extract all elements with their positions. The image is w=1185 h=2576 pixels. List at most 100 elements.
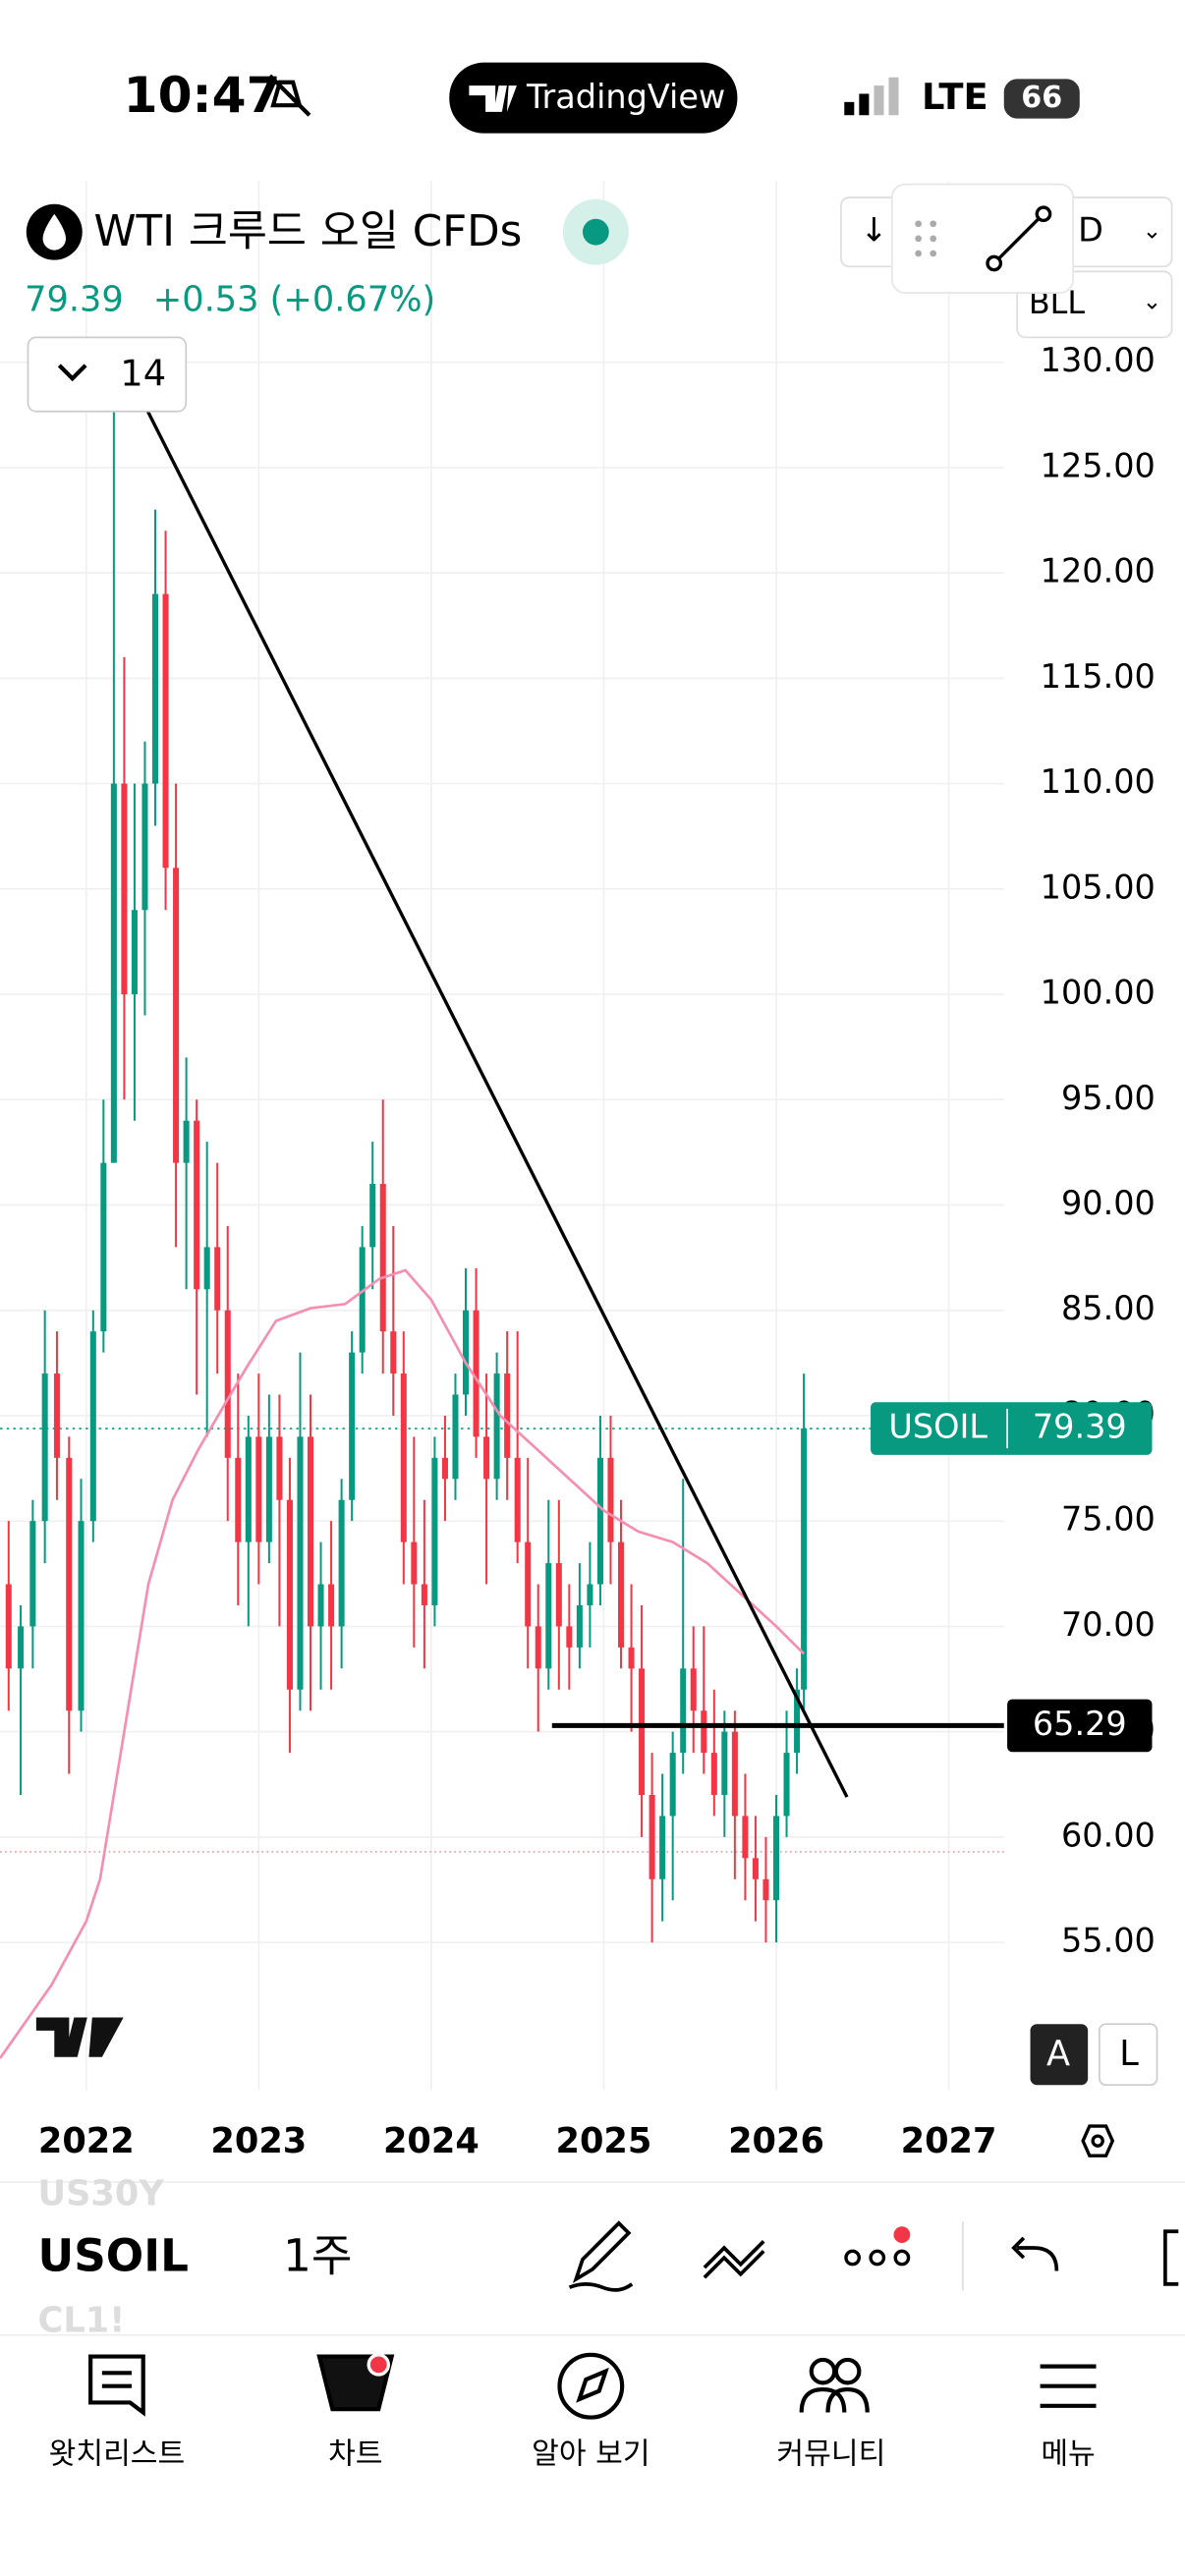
candle-body — [514, 1457, 521, 1542]
support-label-bg — [1007, 1699, 1153, 1753]
candle-body — [338, 1499, 345, 1627]
candle-body — [441, 1457, 448, 1480]
log-scale-button[interactable] — [1099, 2023, 1158, 2087]
chevron — [57, 364, 87, 382]
candle-body — [617, 1541, 625, 1648]
toolbar-symbol[interactable]: USOIL — [38, 2230, 189, 2282]
candle-body — [359, 1247, 366, 1353]
candle-body — [431, 1457, 438, 1605]
auto-scale-button[interactable] — [1030, 2024, 1089, 2086]
trendline — [128, 373, 849, 1798]
auto-scale-label: A — [1046, 2034, 1070, 2074]
indicator-toggle[interactable] — [27, 336, 188, 413]
candle-body — [649, 1794, 655, 1879]
grid — [0, 181, 1004, 2091]
line-tool-icon — [992, 212, 1045, 265]
candle-body — [566, 1626, 573, 1648]
drawing-popup[interactable] — [891, 183, 1074, 294]
toolbar-interval[interactable]: 1주 — [283, 2230, 352, 2282]
menu-icon[interactable] — [1040, 2364, 1097, 2408]
candle-body — [41, 1373, 48, 1522]
price: 79.39 — [25, 280, 124, 320]
community-icon[interactable] — [799, 2386, 870, 2413]
candle-body — [53, 1373, 60, 1458]
candle-body — [659, 1816, 666, 1879]
support-label: 65.29 — [1033, 1705, 1127, 1743]
nav-label[interactable]: 알아 보기 — [532, 2437, 649, 2472]
candle-body — [783, 1753, 790, 1817]
nav-label[interactable]: 왓치리스트 — [49, 2437, 186, 2472]
candle-body — [131, 910, 138, 995]
arrow-icon: ↓ — [860, 211, 887, 250]
candle-body — [721, 1731, 728, 1795]
signal — [859, 93, 870, 116]
handle — [986, 254, 1003, 272]
candle-body — [794, 1689, 801, 1754]
undo-icon[interactable] — [1011, 2236, 1059, 2271]
indicator-icon[interactable] — [703, 2240, 765, 2279]
candle-body — [504, 1373, 511, 1458]
candle-body — [400, 1373, 407, 1542]
last-price-symbol: USOIL — [888, 1408, 988, 1446]
candle-body — [29, 1521, 36, 1627]
candle-body — [452, 1394, 459, 1480]
settings-dot — [1091, 2134, 1104, 2148]
candle-body — [121, 783, 128, 995]
plot — [0, 362, 1004, 2059]
candle-body — [545, 1563, 552, 1669]
candle-body — [535, 1626, 541, 1669]
caret: ⌄ — [1143, 217, 1162, 245]
explore-icon[interactable] — [557, 2352, 625, 2420]
symbol-name[interactable]: WTI 크루드 오일 CFDs — [93, 207, 522, 256]
tv-watermark — [35, 2017, 124, 2057]
candle-body — [628, 1647, 635, 1669]
candle-body — [328, 1584, 335, 1627]
candle-body — [576, 1604, 583, 1648]
candle-body — [276, 1436, 283, 1500]
candle-body — [151, 593, 159, 784]
log-scale-label: L — [1119, 2034, 1139, 2074]
candle-body — [18, 1626, 25, 1669]
candle-body — [66, 1457, 73, 1711]
draw-icon[interactable] — [568, 2220, 634, 2292]
y-tick-label: 105.00 — [1041, 868, 1156, 906]
candle-body — [772, 1816, 780, 1901]
mute-icon — [268, 74, 311, 117]
candle-body — [680, 1668, 687, 1754]
candle-body — [555, 1563, 562, 1627]
candle-body — [731, 1731, 738, 1817]
nav-label[interactable]: 차트 — [328, 2437, 382, 2472]
candle-body — [265, 1436, 272, 1542]
candle-body — [379, 1184, 386, 1332]
x-tick-label: 2025 — [556, 2121, 652, 2161]
candle-body — [669, 1753, 676, 1817]
y-tick-label: 130.00 — [1041, 341, 1156, 379]
more-icon[interactable] — [844, 2226, 911, 2267]
candle-body — [587, 1584, 593, 1605]
candle-body — [224, 1310, 231, 1458]
watchlist-icon[interactable] — [88, 2354, 145, 2417]
next-symbol: CL1! — [38, 2300, 126, 2340]
signal — [888, 77, 899, 116]
nav-label[interactable]: 메뉴 — [1041, 2437, 1095, 2472]
candle-body — [473, 1310, 480, 1437]
candle-body — [607, 1457, 614, 1542]
nav-label[interactable]: 커뮤니티 — [776, 2437, 885, 2472]
caret: ⌄ — [1143, 288, 1162, 315]
badge — [367, 2353, 390, 2377]
compass — [576, 2367, 609, 2403]
candle-body — [5, 1584, 12, 1669]
candle-body — [78, 1521, 85, 1711]
candle-body — [214, 1247, 221, 1311]
candle-body — [390, 1331, 397, 1374]
last-price-label: 79.39 — [1033, 1408, 1127, 1446]
settings-icon[interactable] — [1081, 2124, 1115, 2157]
candle-body — [639, 1668, 646, 1795]
signal — [874, 85, 884, 116]
candle-body — [255, 1436, 262, 1542]
candle-body — [183, 1120, 190, 1163]
fullscreen-icon[interactable] — [1163, 2229, 1179, 2286]
prev-symbol: US30Y — [38, 2173, 165, 2213]
battery-level: 66 — [1021, 81, 1062, 115]
